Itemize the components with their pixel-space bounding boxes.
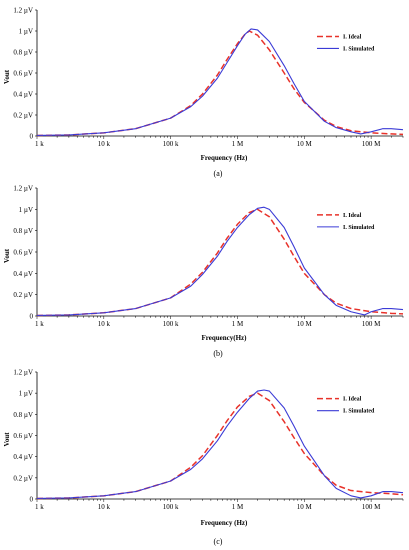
y-tick-label: 0.4 µV [13,91,33,99]
x-tick-label: 10 M [297,140,313,148]
x-tick-label: 1 k [35,503,44,511]
x-tick-label: 100 k [163,320,179,328]
x-tick-label: 1 k [35,320,44,328]
y-tick-label: 1.2 µV [13,369,33,377]
x-tick-label: 10 M [297,320,313,328]
legend-label-simulated: I. Simulated [343,409,375,415]
x-tick-label: 100 k [163,140,179,148]
series-simulated-line [36,389,404,500]
legend-label-ideal: I. Ideal [343,34,362,40]
legend-label-ideal: I. Ideal [343,397,362,403]
x-tick-label: 100 M [362,503,381,511]
x-tick-label: 1 M [232,503,244,511]
y-tick-label: 0.2 µV [13,474,33,482]
x-axis-title: Frequency(Hz) [202,334,248,342]
x-tick-label: 100 M [362,140,381,148]
y-tick-label: 0.8 µV [13,411,33,419]
panel-label: (a) [214,169,223,178]
panel-label: (b) [213,349,223,358]
y-tick-label: 0 [30,496,34,504]
x-tick-label: 10 k [98,140,111,148]
x-tick-label: 10 M [297,503,313,511]
y-tick-label: 1.2 µV [13,185,33,193]
y-tick-label: 0.8 µV [13,49,33,57]
x-axis-title: Frequency (Hz) [201,519,248,527]
y-tick-label: 1 µV [19,390,33,398]
y-axis-title: Vout [3,248,11,263]
legend-label-simulated: I. Simulated [343,225,375,231]
chart-panel-3: 0 0.2 µV 0.4 µV 0.6 µV 0.8 µV 1 µV 1.2 µV 1 k 10… [3,369,404,546]
y-tick-label: 0.6 µV [13,249,33,257]
x-axis-title: Frequency (Hz) [201,154,248,162]
y-tick-label: 0.4 µV [13,270,33,278]
x-tick-label: 10 k [98,320,111,328]
chart-panel-2: 0 0.2 µV 0.4 µV 0.6 µV 0.8 µV 1 µV 1.2 µV 1 k 10… [3,185,404,358]
y-tick-label: 0.6 µV [13,70,33,78]
y-tick-label: 0 [30,133,34,141]
x-tick-label: 100 k [163,503,179,511]
y-tick-label: 1 µV [19,28,33,36]
series-simulated-line [36,28,404,137]
x-tick-label: 1 M [232,140,244,148]
y-axis-title: Vout [3,432,11,447]
legend-label-simulated: I. Simulated [343,46,375,52]
panel-label: (c) [214,537,223,546]
y-tick-label: 0.8 µV [13,227,33,235]
legend-label-ideal: I. Ideal [343,213,362,219]
y-tick-label: 0.6 µV [13,432,33,440]
y-tick-label: 1.2 µV [13,7,33,15]
y-tick-label: 0.4 µV [13,453,33,461]
chart-panel-1: 0 0.2 µV 0.4 µV 0.6 µV 0.8 µV 1 µV 1.2 µV 1 k 10… [3,7,404,178]
y-tick-label: 0.2 µV [13,291,33,299]
x-tick-label: 10 k [98,503,111,511]
x-tick-label: 100 M [362,320,381,328]
y-tick-label: 0.2 µV [13,112,33,120]
y-axis-title: Vout [3,69,11,84]
y-tick-label: 0 [30,313,34,321]
x-tick-label: 1 M [232,320,244,328]
x-tick-label: 1 k [35,140,44,148]
series-simulated-line [36,206,404,317]
y-tick-label: 1 µV [19,206,33,214]
